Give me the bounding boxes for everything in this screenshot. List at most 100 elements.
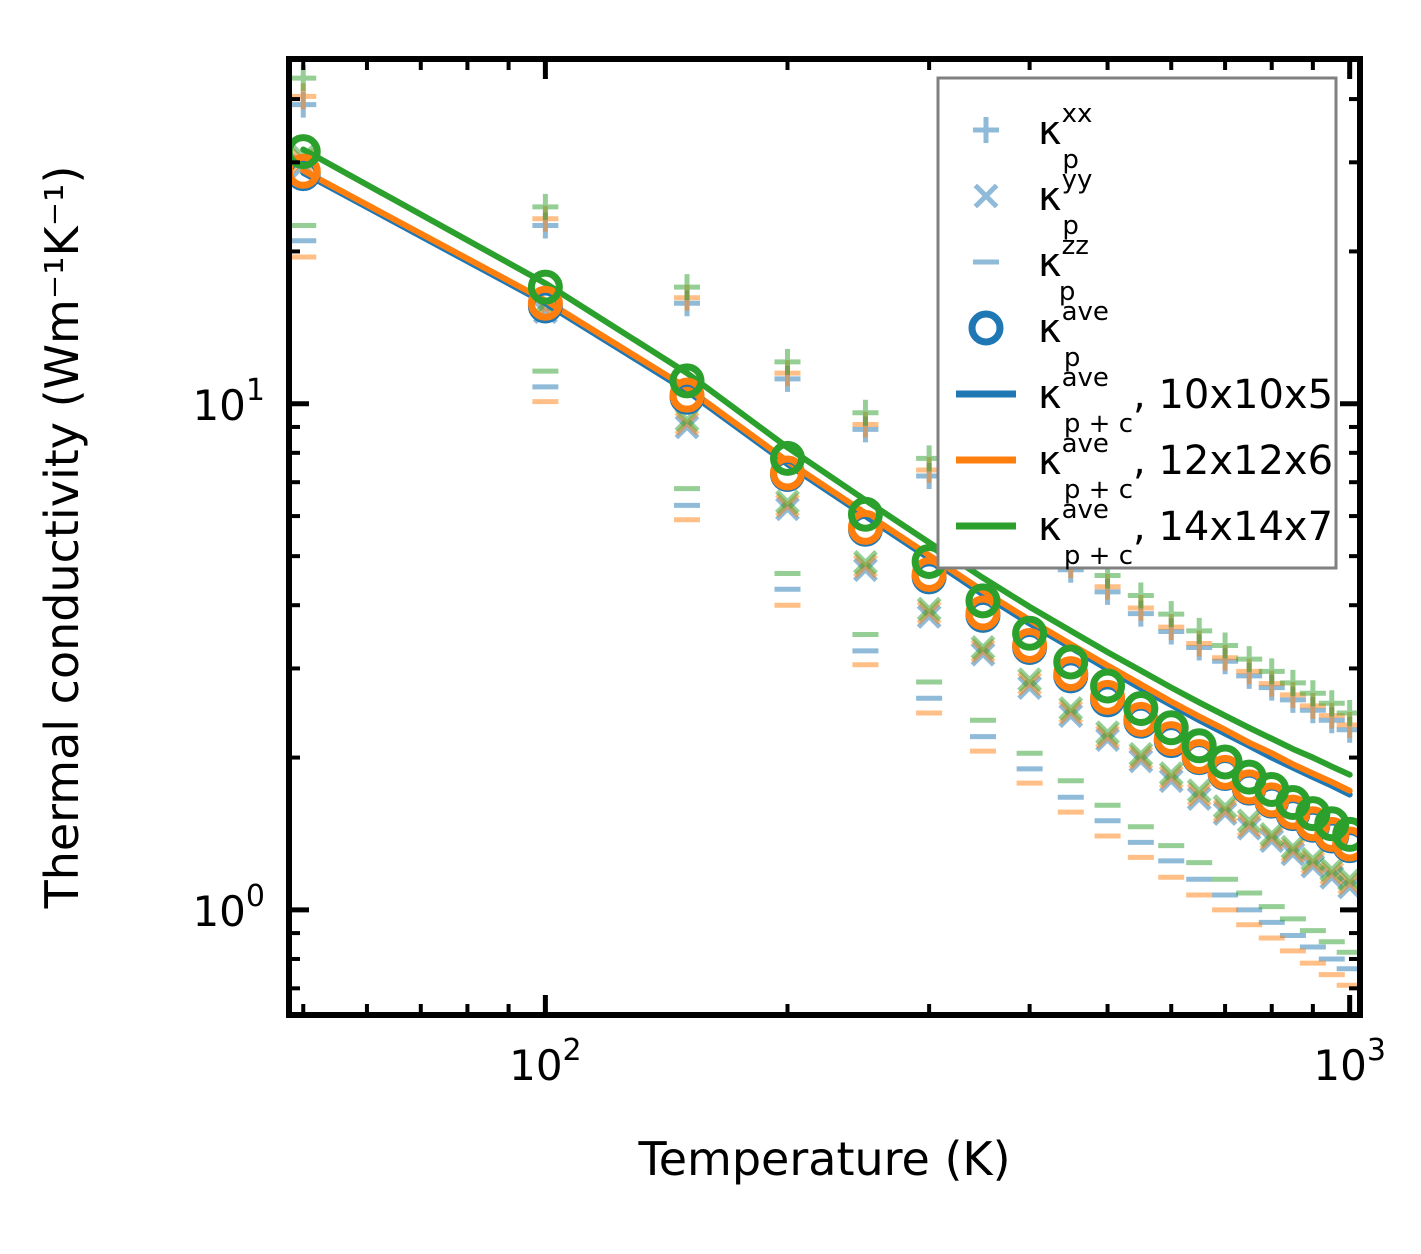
marker-cross: [1319, 857, 1345, 883]
legend-label: κave p + c, 14x14x7: [1038, 495, 1333, 571]
marker-plus: [1158, 601, 1185, 628]
marker-cross: [1236, 808, 1262, 834]
legend-label: κave p: [1038, 297, 1109, 373]
marker-circle: [1123, 691, 1159, 727]
marker-circle: [527, 285, 563, 321]
marker-cross: [1158, 768, 1184, 794]
marker-plus: [1186, 617, 1213, 644]
marker-cross: [674, 410, 700, 436]
marker-cross: [973, 183, 999, 209]
marker-circle: [847, 509, 883, 545]
y-tick-label-10: 101: [192, 373, 265, 430]
marker-circle: [1332, 816, 1360, 852]
marker-circle: [1207, 744, 1243, 780]
marker-cross: [1186, 778, 1212, 804]
marker-plus: [1318, 690, 1345, 717]
marker-circle: [1153, 710, 1189, 746]
marker-plus: [1299, 680, 1326, 707]
x-axis-label: Temperature (K): [637, 1132, 1010, 1186]
marker-cross: [1280, 834, 1306, 860]
marker-plus: [532, 193, 559, 220]
marker-circle: [1053, 644, 1089, 680]
legend-entry[interactable]: κave p: [968, 297, 1109, 373]
marker-cross: [1186, 782, 1212, 808]
marker-cross: [1158, 761, 1184, 786]
marker-cross: [1300, 846, 1326, 872]
marker-circle: [1090, 668, 1126, 704]
marker-cross: [1158, 764, 1184, 790]
marker-cross: [1212, 798, 1238, 824]
marker-plus: [973, 117, 999, 143]
marker-cross: [1337, 866, 1360, 892]
marker-circle: [1053, 656, 1089, 692]
marker-circle: [669, 377, 705, 413]
marker-cross: [1212, 794, 1238, 820]
marker-circle: [769, 455, 805, 491]
legend-label: κyy p: [1038, 165, 1092, 241]
series-circle: [289, 134, 1360, 852]
legend-entry[interactable]: κave p + c, 12x12x6: [956, 429, 1333, 505]
y-axis-label-group: Thermal conductivity (Wm⁻¹K⁻¹): [35, 166, 89, 910]
legend-entry[interactable]: κave p + c, 10x10x5: [956, 363, 1333, 439]
marker-cross: [1058, 699, 1084, 725]
marker-cross: [1095, 724, 1120, 750]
marker-circle: [911, 556, 947, 592]
marker-circle: [769, 440, 805, 476]
marker-plus: [1212, 632, 1239, 659]
marker-cross: [916, 604, 942, 629]
marker-circle: [1090, 679, 1126, 715]
marker-circle: [965, 595, 1001, 631]
legend-entry[interactable]: κyy p: [973, 165, 1092, 241]
legend-label: κzz p: [1038, 231, 1089, 307]
marker-cross: [1058, 703, 1084, 729]
marker-cross: [916, 596, 942, 622]
marker-plus: [674, 274, 701, 301]
marker-plus: [1127, 582, 1154, 609]
series-hline: [290, 254, 1360, 988]
legend-entry[interactable]: κxx p: [973, 99, 1092, 175]
marker-plus: [1279, 669, 1306, 696]
marker-circle: [1181, 728, 1217, 764]
marker-plus: [1236, 646, 1263, 673]
marker-cross: [1300, 853, 1326, 879]
marker-circle: [1314, 816, 1350, 852]
marker-circle: [965, 583, 1001, 619]
marker-cross: [853, 557, 878, 583]
data-layer: [289, 65, 1360, 988]
marker-circle: [847, 496, 883, 532]
marker-plus: [852, 399, 879, 426]
marker-cross: [1236, 812, 1262, 838]
marker-circle: [1012, 615, 1048, 651]
marker-circle: [1012, 627, 1048, 663]
legend-label: κxx p: [1038, 99, 1092, 175]
marker-cross: [1017, 667, 1043, 693]
legend-entry[interactable]: κzz p: [973, 231, 1089, 307]
legend-entry[interactable]: κave p + c, 14x14x7: [956, 495, 1333, 571]
y-tick-label-1: 100: [192, 879, 265, 936]
marker-cross: [775, 489, 800, 515]
marker-cross: [1319, 861, 1345, 886]
marker-circle: [1123, 701, 1159, 737]
marker-plus: [1258, 658, 1285, 685]
x-tick-label-100: 102: [509, 1033, 582, 1090]
marker-cross: [853, 549, 878, 575]
legend-label: κave p + c, 12x12x6: [1038, 429, 1333, 505]
y-axis-label: Thermal conductivity (Wm⁻¹K⁻¹): [35, 166, 89, 910]
marker-cross: [1337, 870, 1360, 896]
series-hline: [290, 223, 1360, 955]
marker-cross: [1128, 741, 1154, 767]
marker-cross: [1259, 821, 1285, 847]
marker-cross: [853, 553, 878, 579]
legend-label: κave p + c, 10x10x5: [1038, 363, 1333, 439]
marker-cross: [1186, 786, 1212, 811]
legend-box: [936, 76, 1338, 570]
marker-cross: [674, 414, 700, 440]
marker-cross: [1017, 675, 1043, 700]
axis-ticks: [289, 59, 1360, 1015]
marker-cross: [1058, 696, 1084, 721]
marker-plus: [774, 348, 801, 375]
plot-frame: [286, 56, 1363, 1018]
x-tick-label-1000: 103: [1313, 1033, 1386, 1090]
